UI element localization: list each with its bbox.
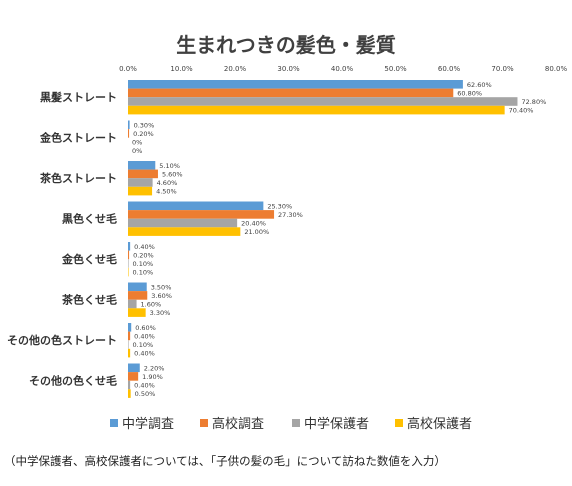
category-labels: 黒髪ストレート金色ストレート茶色ストレート黒色くせ毛金色くせ毛茶色くせ毛その他の… [7, 90, 117, 388]
bar [128, 323, 132, 332]
data-label: 0.40% [134, 243, 155, 251]
bar [128, 242, 131, 251]
legend-label: 中学保護者 [304, 416, 369, 432]
data-label: 0.50% [135, 390, 156, 398]
data-label: 0.60% [135, 324, 156, 332]
data-label: 0.20% [133, 251, 154, 259]
legend-swatch [395, 419, 403, 427]
bar [128, 259, 129, 268]
bar [128, 372, 139, 381]
legend-swatch [200, 419, 208, 427]
data-label: 0.10% [133, 341, 154, 349]
bar [128, 291, 148, 300]
data-label: 1.90% [142, 373, 163, 381]
bar [128, 308, 146, 317]
bar [128, 282, 147, 292]
bar [128, 348, 131, 358]
x-tick-label: 30.0% [277, 65, 300, 73]
bar [128, 161, 156, 170]
bar [128, 340, 129, 349]
bar [128, 129, 130, 138]
x-tick-label: 0.0% [119, 65, 137, 73]
bar [128, 210, 275, 219]
data-label: 0% [132, 139, 142, 147]
data-label: 0.20% [133, 130, 154, 138]
bar [128, 88, 454, 98]
data-label: 4.50% [156, 188, 177, 196]
bar [128, 380, 131, 390]
bar [128, 178, 153, 187]
chart-title: 生まれつきの髪色・髪質 [176, 33, 396, 57]
legend-swatch [110, 419, 118, 427]
data-label: 62.60% [467, 81, 492, 89]
bar [128, 227, 241, 236]
footnote: （中学保護者、高校保護者については、「子供の髪の毛」について訪ねた数値を入力） [4, 454, 446, 468]
data-label: 0.10% [133, 269, 154, 277]
bar [128, 105, 505, 115]
data-label: 25.30% [267, 202, 292, 210]
data-label: 1.60% [141, 301, 162, 309]
bar [128, 267, 129, 277]
bar [128, 299, 137, 309]
data-label: 5.10% [159, 162, 180, 170]
data-labels: 62.60%60.80%72.80%70.40%0.30%0.20%0%0%5.… [132, 81, 546, 398]
data-label: 70.40% [509, 107, 534, 115]
legend-label: 高校調査 [212, 416, 264, 432]
x-tick-label: 60.0% [438, 65, 461, 73]
x-tick-label: 50.0% [384, 65, 407, 73]
data-label: 3.30% [150, 309, 171, 317]
bars [128, 80, 518, 398]
legend-label: 高校保護者 [407, 416, 472, 432]
category-label: 黒色くせ毛 [62, 212, 117, 226]
category-label: その他の色ストレート [7, 333, 117, 347]
data-label: 3.50% [151, 283, 172, 291]
data-label: 21.00% [244, 228, 269, 236]
legend-label: 中学調査 [122, 416, 174, 432]
data-label: 20.40% [241, 220, 266, 228]
x-tick-label: 40.0% [331, 65, 354, 73]
bar [128, 363, 140, 373]
bar [128, 218, 238, 228]
data-label: 0.40% [134, 382, 155, 390]
category-label: 茶色ストレート [39, 171, 117, 185]
data-label: 72.80% [521, 98, 546, 106]
bar [128, 389, 131, 398]
bar [128, 331, 131, 341]
bar [128, 201, 264, 211]
bar [128, 169, 158, 179]
bar [128, 97, 518, 106]
data-label: 0.10% [133, 260, 154, 268]
x-tick-label: 10.0% [170, 65, 193, 73]
legend: 中学調査 高校調査 中学保護者 高校保護者 [110, 416, 472, 432]
data-label: 2.20% [144, 364, 165, 372]
data-label: 4.60% [157, 179, 178, 187]
data-label: 0.30% [134, 121, 155, 129]
category-label: 金色くせ毛 [61, 252, 117, 266]
x-tick-label: 80.0% [545, 65, 568, 73]
x-tick-label: 20.0% [224, 65, 247, 73]
x-tick-label: 70.0% [491, 65, 514, 73]
legend-swatch [292, 419, 300, 427]
data-label: 0.40% [134, 350, 155, 358]
category-label: 茶色くせ毛 [61, 293, 117, 307]
category-label: 黒髪ストレート [40, 90, 117, 104]
category-label: 金色ストレート [39, 131, 117, 145]
data-label: 3.60% [151, 292, 172, 300]
bar [128, 80, 463, 89]
bar [128, 120, 130, 130]
x-axis-ticks: 0.0% 10.0% 20.0% 30.0% 40.0% 50.0% 60.0% 70.0% 8… [119, 65, 567, 73]
data-label: 0% [132, 147, 142, 155]
data-label: 27.30% [278, 211, 303, 219]
bar [128, 186, 153, 196]
bar [128, 250, 130, 260]
data-label: 0.40% [134, 332, 155, 340]
category-label: その他の色くせ毛 [29, 374, 117, 388]
data-label: 5.60% [162, 170, 183, 178]
data-label: 60.80% [457, 89, 482, 97]
